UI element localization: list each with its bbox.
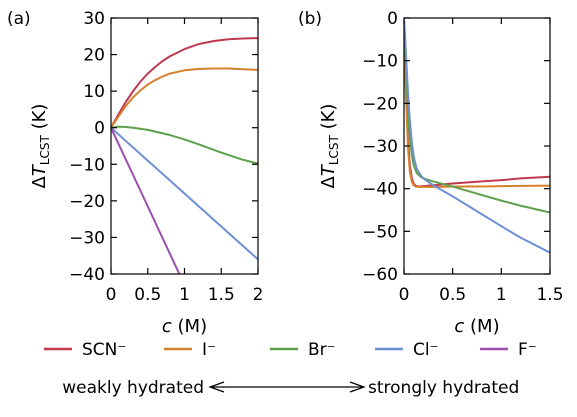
- y-tick-label: −60: [362, 265, 398, 285]
- plot-frame: [403, 17, 551, 275]
- x-tick-label: 0: [106, 285, 117, 305]
- series-line-i: [404, 20, 550, 188]
- series-line-i: [111, 67, 258, 129]
- y-tick-label: −40: [362, 180, 398, 200]
- y-tick-label: −40: [69, 265, 105, 285]
- hydration-left-label: weakly hydrated: [62, 378, 204, 398]
- legend: SCN⁻ I⁻ Br⁻ Cl⁻ F⁻: [44, 340, 537, 360]
- plot-frame: [110, 17, 259, 275]
- x-tick-label: 1.5: [536, 285, 563, 305]
- x-tick-label: 0.5: [439, 285, 466, 305]
- legend-label-br: Br⁻: [308, 340, 336, 360]
- legend-label-scn: SCN⁻: [82, 340, 126, 360]
- series-group: [404, 20, 550, 254]
- chart-panel-b: 0 0.5 1 1.5 −60 −50 −40 −30 −20 −10 0 (b) c (M) ΔTLCS…: [298, 9, 564, 337]
- y-tick-label: 20: [83, 46, 105, 66]
- panel-label: (b): [298, 9, 322, 29]
- y-tick-label: −20: [69, 192, 105, 212]
- x-tick-label: 2: [253, 285, 264, 305]
- y-tick-label: −10: [362, 52, 398, 72]
- hydration-scale: weakly hydrated strongly hydrated: [62, 378, 519, 398]
- series-line-scn: [404, 20, 550, 188]
- y-tick-label: −20: [362, 94, 398, 114]
- series-line-cl: [111, 126, 258, 261]
- series-line-f: [111, 127, 181, 274]
- hydration-right-label: strongly hydrated: [368, 378, 519, 398]
- series-line-cl: [404, 20, 550, 254]
- y-axis-label: ΔTLCST (K): [29, 104, 52, 189]
- x-tick-label: 1: [179, 285, 190, 305]
- y-axis-label: ΔTLCST (K): [318, 104, 341, 189]
- x-tick-label: 0.5: [134, 285, 161, 305]
- x-axis-label: c (M): [454, 316, 499, 337]
- series-line-br: [404, 20, 550, 214]
- y-tick-label: 0: [94, 119, 105, 139]
- legend-label-f: F⁻: [518, 340, 537, 360]
- y-tick-label: 10: [83, 82, 105, 102]
- y-tick-label: −50: [362, 222, 398, 242]
- y-tick-label: −10: [69, 155, 105, 175]
- y-tick-label: −30: [362, 137, 398, 157]
- y-tick-label: 30: [83, 9, 105, 29]
- series-group: [111, 37, 258, 274]
- y-tick-label: −30: [69, 228, 105, 248]
- y-tick-label: 0: [387, 9, 398, 29]
- legend-label-i: I⁻: [202, 340, 216, 360]
- legend-label-cl: Cl⁻: [413, 340, 439, 360]
- chart-panel-a: 0 0.5 1 1.5 2 −40 −30 −20 −10 0 10 20 30 (a) c (M) ΔTLC…: [7, 9, 263, 337]
- x-axis-label: c (M): [162, 316, 207, 337]
- x-tick-label: 1: [496, 285, 507, 305]
- hydration-arrowhead-right: [349, 381, 366, 393]
- series-line-br: [111, 125, 258, 165]
- x-tick-label: 0: [399, 285, 410, 305]
- panel-label: (a): [7, 9, 31, 29]
- x-tick-label: 1.5: [208, 285, 235, 305]
- series-line-scn: [111, 37, 258, 129]
- hydration-arrowhead-left: [208, 381, 225, 393]
